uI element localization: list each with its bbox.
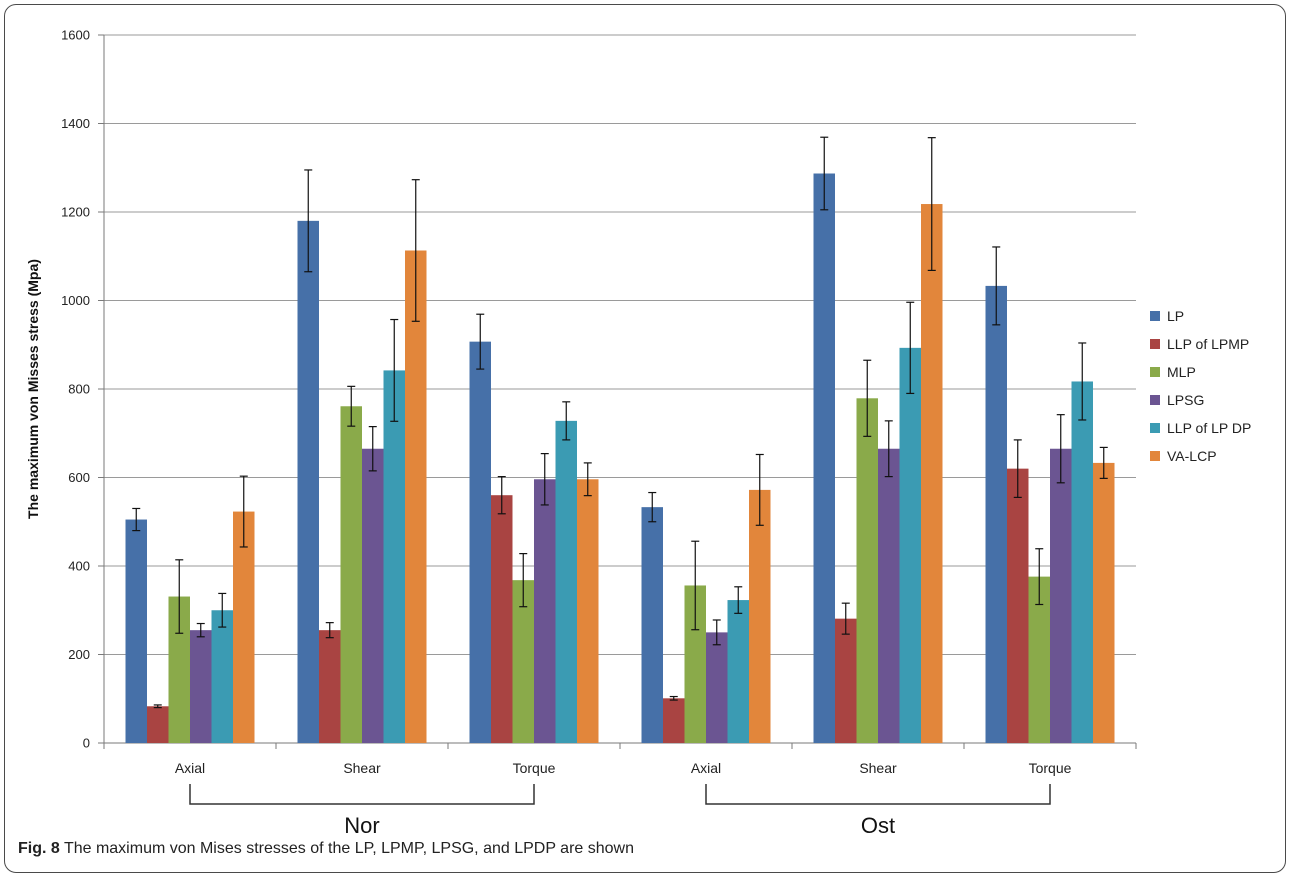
bar [641,507,663,743]
y-tick-label: 200 [68,647,90,662]
legend-swatch [1150,339,1160,349]
bar [663,698,685,743]
legend-swatch [1150,395,1160,405]
y-tick-label: 1600 [61,28,90,43]
bar [534,479,556,743]
bar [555,420,577,743]
bar [211,610,233,743]
bar [168,596,190,743]
bar [469,341,491,743]
caption-text: The maximum von Mises stresses of the LP… [59,840,634,857]
bar [985,285,1007,743]
bar [1007,468,1029,743]
bar [1093,462,1115,743]
bar [899,347,921,743]
x-tick-label: Axial [691,760,721,776]
legend-label: LPSG [1167,392,1204,408]
x-tick-label: Torque [1029,760,1072,776]
bar [190,630,212,743]
legend-swatch [1150,311,1160,321]
y-axis-label: The maximum von Misses stress (Mpa) [25,259,41,519]
bar [749,489,771,743]
bar [856,398,878,743]
y-tick-label: 800 [68,382,90,397]
y-tick-label: 600 [68,470,90,485]
legend-label: LP [1167,308,1184,324]
y-tick-label: 400 [68,559,90,574]
legend-swatch [1150,451,1160,461]
bar [813,173,835,743]
legend-swatch [1150,423,1160,433]
bar [835,618,857,743]
bar [147,706,169,743]
bar [340,406,362,743]
bar [727,600,749,743]
y-tick-label: 1000 [61,293,90,308]
bar [1028,576,1050,743]
x-tick-label: Axial [175,760,205,776]
caption-label: Fig. 8 [18,840,60,857]
bar [577,479,599,743]
group-label: Ost [861,813,895,838]
figure-caption: Fig. 8 The maximum von Mises stresses of… [18,840,634,858]
bar [878,448,900,743]
bar [233,511,255,743]
bar [383,370,405,743]
legend-label: MLP [1167,364,1196,380]
y-tick-label: 1200 [61,205,90,220]
bar [405,250,427,743]
group-bracket [189,784,535,805]
bar [706,632,728,743]
bar [1050,448,1072,743]
legend-swatch [1150,367,1160,377]
bar [512,580,534,743]
bar [319,630,341,743]
legend-label: LLP of LPMP [1167,336,1249,352]
x-tick-label: Torque [513,760,556,776]
group-bracket [705,784,1051,805]
y-tick-label: 1400 [61,116,90,131]
bar [921,204,943,743]
group-label: Nor [344,813,379,838]
bar [297,220,319,744]
bar [1071,381,1093,743]
legend-label: VA-LCP [1167,448,1217,464]
bar [491,495,513,743]
bar [362,448,384,743]
legend-label: LLP of LP DP [1167,420,1251,436]
bar [125,519,147,743]
bar [684,585,706,743]
y-tick-label: 0 [83,736,90,751]
x-tick-label: Shear [343,760,381,776]
x-tick-label: Shear [859,760,897,776]
